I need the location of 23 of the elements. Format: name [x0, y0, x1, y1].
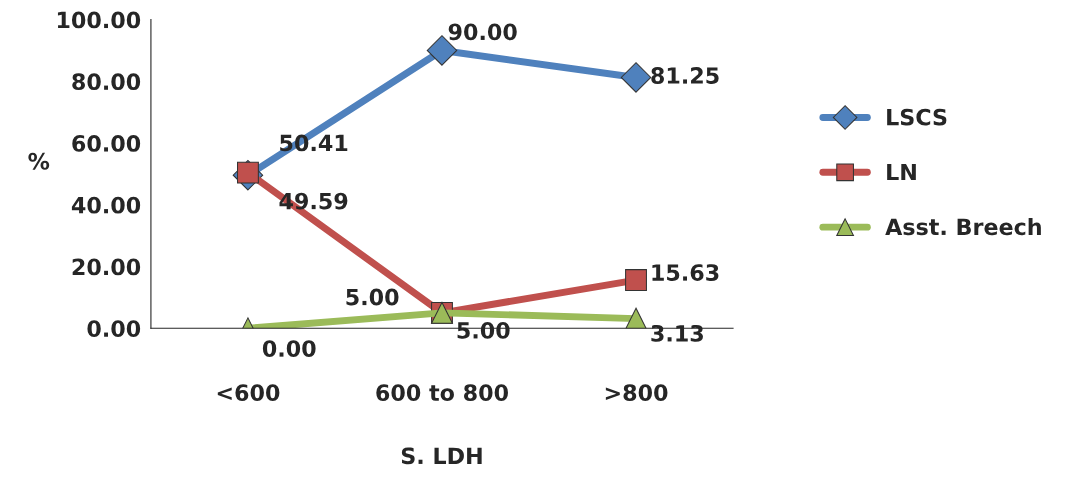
y-tick-label: 80.00	[72, 73, 141, 91]
legend-label: LN	[887, 163, 916, 181]
x-axis-title: S. LDH	[401, 447, 482, 465]
x-tick-label: >800	[605, 384, 668, 402]
data-label: 5.00	[346, 288, 399, 306]
point	[620, 62, 652, 93]
data-label: 0.00	[262, 340, 316, 357]
y-tick-label: 0.00	[87, 320, 141, 338]
data-label: 15.63	[652, 264, 719, 281]
y-tick-label: 20.00	[72, 258, 141, 276]
point	[625, 307, 647, 329]
x-tick-label: 600 to 800	[376, 384, 508, 402]
data-label: 90.00	[448, 23, 517, 41]
data-label: 3.13	[651, 324, 703, 342]
y-tick-label: 100.00	[57, 11, 141, 29]
legend-label: Asst. Breech	[885, 218, 1041, 236]
y-axis-title: %	[28, 152, 50, 170]
y-tick-label: 60.00	[72, 135, 141, 152]
y-tick-label: 40.00	[71, 196, 141, 214]
legend-label: LSCS	[887, 108, 947, 126]
point	[625, 269, 647, 291]
data-label: 81.25	[651, 67, 719, 84]
x-tick-label: <600	[217, 384, 280, 402]
